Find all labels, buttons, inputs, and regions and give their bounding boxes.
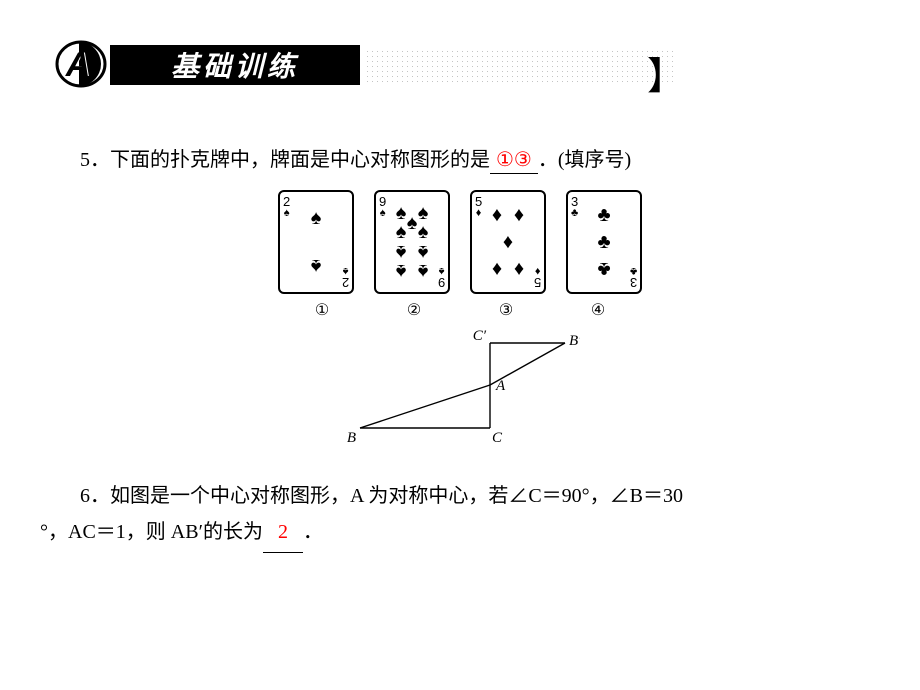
svg-text:B′: B′ [569,333,580,349]
svg-text:B: B [347,430,356,443]
svg-text:A: A [65,46,91,84]
pip-icon: ♦ [492,259,502,279]
pip-icon: ♠ [396,261,407,281]
card-labels-row: ①②③④ [40,300,880,320]
card-label: ② [368,300,460,320]
card-pips: ♣ ♣ ♣ [582,200,626,284]
q6-line1: 6．如图是一个中心对称图形，A 为对称中心，若∠C＝90°，∠B＝30 [40,478,880,514]
card-label: ③ [460,300,552,320]
pip-icon: ♦ [503,232,513,252]
playing-card: 3♣ 3♣ ♣ ♣ ♣ [566,190,642,294]
q6-answer: 2 [263,514,303,553]
card-corner-tl: 3♣ [571,195,578,219]
card-corner-br: 2♠ [342,265,349,289]
svg-text:A: A [495,378,506,394]
pip-icon: ♠ [311,256,322,276]
pip-icon: ♠ [396,203,407,223]
pip-icon: ♠ [418,222,429,242]
card-corner-tl: 2♠ [283,195,290,219]
pip-icon: ♠ [418,203,429,223]
card-pips: ♠♠ [294,200,338,284]
q5-suffix: ．(填序号) [538,149,631,171]
q5-prefix: 5．下面的扑克牌中，牌面是中心对称图形的是 [80,149,490,171]
pip-icon: ♦ [514,259,524,279]
card-pips: ♠♠♠♠♠♠♠♠♠ [390,200,434,284]
pip-icon: ♠ [396,222,407,242]
title-bar: 基础训练 [110,45,360,85]
q6-line2-prefix: °，AC＝1，则 AB′的长为 [40,521,263,543]
question-6: 6．如图是一个中心对称图形，A 为对称中心，若∠C＝90°，∠B＝30 °，AC… [40,478,880,553]
section-title: 基础训练 [171,45,299,85]
bracket-right: 】 [647,45,685,100]
q6-line2: °，AC＝1，则 AB′的长为2． [40,514,880,553]
pip-icon: ♠ [407,213,418,233]
pip-icon: ♦ [492,205,502,225]
cards-row: 2♠2♠♠♠9♠9♠♠♠♠♠♠♠♠♠♠5♦5♦♦♦♦♦♦3♣3♣♣♣♣ [40,190,880,294]
pip-icon: ♣ [597,205,610,225]
svg-text:C′: C′ [473,328,487,344]
pip-icon: ♦ [514,205,524,225]
card-label: ① [276,300,368,320]
pip-icon: ♣ [597,232,610,252]
playing-card: 9♠ 9♠♠♠♠♠♠♠♠♠♠ [374,190,450,294]
triangle-figure: C′ B′ A B C [40,328,880,448]
badge-a: A A [55,40,110,90]
question-5: 5．下面的扑克牌中，牌面是中心对称图形的是①③．(填序号) [40,145,880,175]
pip-icon: ♠ [311,208,322,228]
pip-icon: ♠ [418,261,429,281]
pip-icon: ♣ [597,259,610,279]
q6-line2-suffix: ． [303,521,323,543]
q5-answer: ①③ [490,149,538,174]
card-corner-tl: 9♠ [379,195,386,219]
dots-pattern [365,49,675,83]
svg-text:C: C [492,430,503,443]
section-header: A A 基础训练 】 [55,45,705,90]
card-corner-br: 5♦ [534,265,541,289]
playing-card: 2♠2♠♠♠ [278,190,354,294]
card-label: ④ [552,300,644,320]
card-corner-br: 3♣ [630,265,637,289]
card-pips: ♦♦♦♦♦ [486,200,530,284]
card-corner-br: 9♠ [438,265,445,289]
content-area: 5．下面的扑克牌中，牌面是中心对称图形的是①③．(填序号) 2♠2♠♠♠9♠9♠… [40,145,880,553]
card-corner-tl: 5♦ [475,195,482,219]
playing-card: 5♦5♦♦♦♦♦♦ [470,190,546,294]
